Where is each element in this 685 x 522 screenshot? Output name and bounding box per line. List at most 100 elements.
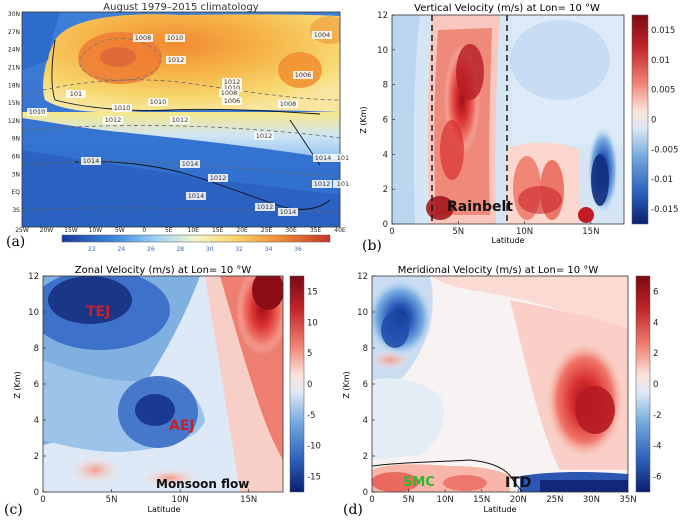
panel-a-x-tick-label: 20E: [236, 227, 248, 234]
panel-d-xlabel: Latitude: [484, 505, 517, 514]
panel-b-y-ticks: 0 2 4 6 8 10 12: [377, 11, 395, 230]
panel-a-x-ticks: 25W 20W 15W 10W 5W 0 5E 10E 15E 20E 25E 30E 35E 40E: [15, 227, 346, 234]
panel-a-contour-label: 1014: [182, 160, 199, 168]
panel-c-y-tick-label: 10: [28, 308, 39, 318]
panel-b-colorbar-ticks: 0.015 0.01 0.005 0 -0.005 -0.01 -0.015: [651, 26, 678, 215]
panel-a-y-tick-label: 27N: [8, 29, 20, 36]
panel-a-contour-label-bg: [312, 31, 332, 39]
panel-a-contour-label: 1014: [315, 154, 332, 162]
panel-c-xlabel: Latitude: [148, 505, 181, 514]
panel-a-contour-label-bg: [66, 90, 86, 98]
panel-a-contour-label: 1012: [172, 116, 189, 124]
panel-a-contour-label: 1008: [135, 34, 152, 42]
panel-d-x-tick-label: 35N: [619, 495, 636, 505]
panel-a-y-tick-label: 24N: [8, 47, 20, 54]
panel-c-colorbar-tick-label: 10: [307, 318, 318, 328]
panel-a-contour-label-bg: [208, 174, 228, 182]
panel-b-colorbar: [631, 14, 649, 225]
panel-a-y-tick-label: 15N: [8, 100, 20, 107]
panel-d-annotation-smc: SMC: [403, 475, 435, 490]
panel-a: August 1979–2015 climatology 1008 1010101…: [6, 2, 353, 253]
panel-a-contour-label: 1010: [29, 108, 46, 116]
panel-a-contour-label: 1008: [221, 89, 238, 97]
panel-a-contour-label-bg: [278, 100, 298, 108]
panel-a-contour-label-bg: [81, 157, 101, 165]
panel-b-ylabel: Z (Km): [359, 106, 368, 133]
panel-c-y-tick-label: 4: [34, 416, 39, 426]
panel-a-contour-label: 1006: [295, 71, 312, 79]
panel-b-y-tick-label: 10: [377, 46, 388, 56]
panel-a-x-tick-label: 30E: [285, 227, 297, 234]
panel-c-y-tick-label: 6: [34, 380, 39, 390]
panel-d-y-tick-label: 6: [363, 380, 368, 390]
panel-a-contour-label: 1012: [256, 132, 273, 140]
panel-a-contour-label-bg: [254, 132, 274, 140]
panel-c-colorbar-tick-label: -10: [307, 442, 321, 452]
panel-a-map: [22, 12, 340, 227]
panel-a-contour-label-bg: [333, 180, 353, 188]
panel-c-label: (c): [4, 502, 23, 518]
panel-a-contour-label: 1012: [257, 203, 274, 211]
panel-d-x-ticks: 0 5N 10N 15N 20N 25N 30N 35N: [369, 489, 637, 505]
panel-a-contour-label-bg: [312, 180, 332, 188]
panel-d-y-tick-label: 12: [357, 272, 368, 282]
panel-a-contour-label: 1008: [280, 100, 297, 108]
panel-a-contour-label: 1010: [167, 34, 184, 42]
panel-b-colorbar-tick-label: 0.01: [651, 56, 670, 66]
panel-a-colorbar-tick-label: 26: [147, 246, 155, 253]
panel-a-x-tick-label: 5W: [115, 227, 125, 234]
panel-a-contour-label-bg: [313, 154, 333, 162]
panel-a-y-tick-label: 6N: [12, 154, 20, 161]
panel-a-contour-label: 1014: [188, 192, 205, 200]
panel-b-xlabel: Latitude: [492, 236, 525, 245]
panel-b-x-tick-label: 10N: [516, 227, 533, 237]
panel-a-colorbar-tick-label: 34: [265, 246, 273, 253]
panel-c-colorbar: [289, 275, 305, 493]
panel-a-contour-label: 1006: [224, 97, 241, 105]
panel-c-x-tick-label: 10N: [172, 495, 189, 505]
panel-d-x-tick-label: 30N: [583, 495, 600, 505]
panel-b-y-tick-label: 0: [383, 220, 388, 230]
panel-a-contour-label-bg: [133, 34, 153, 42]
panel-a-colorbar-tick-label: 30: [206, 246, 214, 253]
panel-c-y-tick-label: 0: [34, 488, 39, 498]
panel-a-colorbar-tick-label: 36: [294, 246, 302, 253]
panel-c-y-ticks: 0 2 4 6 8 10 12: [28, 272, 46, 498]
panel-d-x-tick-label: 5N: [403, 495, 415, 505]
panel-b-colorbar-tick-label: 0.015: [651, 26, 675, 36]
panel-a-colorbar-tick-label: 32: [235, 246, 243, 253]
panel-a-y-tick-label: 12N: [8, 118, 20, 125]
panel-c: Zonal Velocity (m/s) at Lon= 10 °W TEJ A…: [4, 265, 321, 518]
panel-d-y-tick-label: 0: [363, 488, 368, 498]
panel-a-contour-label: 1004: [314, 31, 331, 39]
panel-d-colorbar-tick-label: -2: [653, 411, 661, 421]
panel-a-contour-label: 1014: [83, 157, 100, 165]
panel-a-contour-label: 1010: [224, 84, 241, 92]
panel-a-contour-label-bg: [293, 71, 313, 79]
panel-a-x-tick-label: 35E: [310, 227, 322, 234]
panel-d: Meridional Velocity (m/s) at Lon= 10 °W …: [342, 265, 661, 518]
panel-c-y-tick-label: 12: [28, 272, 39, 282]
panel-a-x-tick-label: 40E: [334, 227, 346, 234]
panel-a-contour-label-bg: [165, 34, 185, 42]
panel-b-colorbar-tick-label: 0.005: [651, 86, 675, 96]
panel-b: Vertical Velocity (m/s) at Lon= 10 °W Ra…: [359, 3, 678, 254]
panel-a-label: (a): [6, 234, 25, 250]
panel-c-colorbar-ticks: 15 10 5 0 -5 -10 -15: [307, 287, 321, 482]
panel-b-field: [392, 15, 624, 224]
panel-d-x-tick-label: 20N: [510, 495, 527, 505]
panel-c-colorbar-tick-label: 15: [307, 287, 318, 297]
panel-a-contour-label: 1012: [105, 116, 122, 124]
panel-d-colorbar: [635, 275, 651, 493]
panel-a-y-tick-label: 21N: [8, 64, 20, 71]
panel-a-contour-label: 1012: [314, 180, 331, 188]
panel-c-colorbar-tick-label: -5: [307, 411, 315, 421]
panel-a-x-tick-label: 25W: [15, 227, 29, 234]
panel-c-annotation-tej: TEJ: [86, 304, 110, 320]
panel-a-contour-label-bg: [222, 84, 242, 92]
panel-d-y-tick-label: 4: [363, 416, 368, 426]
panel-a-contour-label-bg: [333, 154, 353, 162]
panel-b-colorbar-tick-label: 0: [651, 116, 656, 126]
panel-a-contour-label-bg: [278, 208, 298, 216]
panel-a-contour-label: 1012: [168, 56, 185, 64]
